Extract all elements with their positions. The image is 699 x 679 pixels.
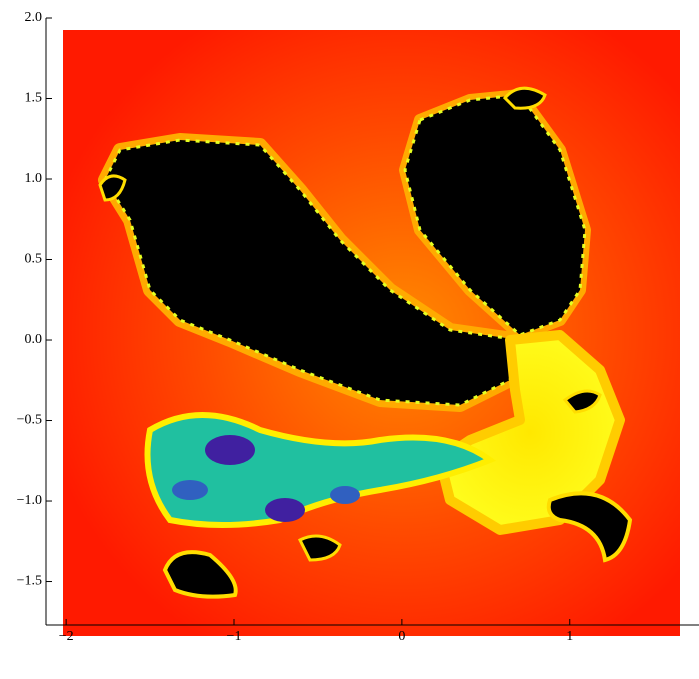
x-tick-label: −1: [227, 629, 242, 644]
y-tick-label: −1.5: [17, 574, 42, 589]
y-tick-label: 0.5: [25, 252, 43, 267]
fractal-image: [63, 30, 680, 636]
y-tick-label: 1.0: [25, 171, 43, 186]
x-tick-label: 1: [566, 629, 573, 644]
chart: −2 −1 0 1 2.0 1.5 1.0 0.5 0.0 −0.5 −1.0 −1.5: [0, 0, 699, 679]
y-tick-label: −0.5: [17, 413, 42, 428]
y-tick-label: −1.0: [17, 493, 42, 508]
x-tick-label: −2: [59, 629, 74, 644]
y-tick-label: 0.0: [25, 332, 43, 347]
y-tick-label: 1.5: [25, 91, 43, 106]
y-tick-label: 2.0: [25, 10, 43, 25]
x-tick-label: 0: [398, 629, 405, 644]
